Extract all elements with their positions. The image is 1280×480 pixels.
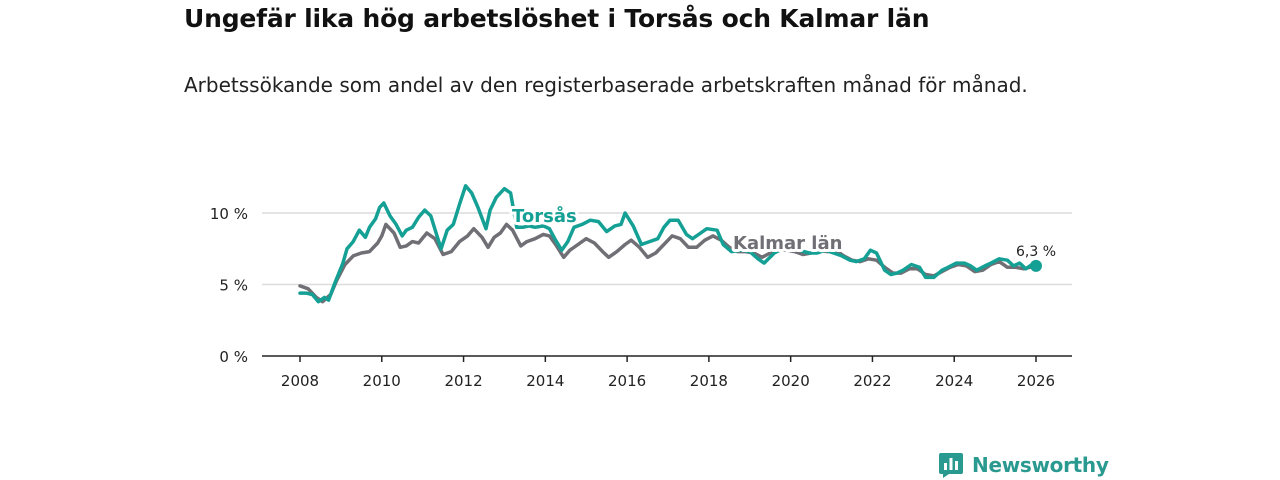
gridlines [262, 212, 1072, 286]
x-tick-label: 2016 [608, 372, 646, 390]
x-axis: 2008 2010 2012 2014 2016 2018 2020 2022 2024 2026 [262, 355, 1072, 390]
series-label-torsas: Torsås [512, 205, 577, 227]
y-tick-label: 0 % [219, 348, 248, 366]
series-line-kalmar-lan [298, 222, 1038, 304]
brand-name: Newsworthy [972, 453, 1109, 477]
series-line-torsas [298, 184, 1038, 304]
x-tick-label: 2014 [526, 372, 564, 390]
x-tick-label: 2024 [935, 372, 973, 390]
x-tick-label: 2010 [363, 372, 401, 390]
chart-bubble-icon [939, 453, 963, 478]
series-layer [298, 184, 1038, 304]
x-tick-label: 2018 [690, 372, 728, 390]
x-tick-label: 2012 [444, 372, 482, 390]
y-tick-label: 10 % [210, 205, 248, 223]
newsworthy-logo: Newsworthy [938, 450, 1109, 480]
x-tick-label: 2020 [772, 372, 810, 390]
end-value-label: 6,3 % [1016, 244, 1056, 260]
chart-subtitle: Arbetssökande som andel av den registerb… [184, 73, 1028, 97]
y-axis: 0 % 5 % 10 % [210, 205, 248, 366]
y-tick-label: 5 % [219, 277, 248, 295]
series-label-halo: Torsås [512, 205, 577, 227]
x-tick-label: 2022 [853, 372, 891, 390]
chart-title: Ungefär lika hög arbetslöshet i Torsås o… [184, 4, 930, 33]
x-tick-label: 2026 [1017, 372, 1055, 390]
x-tick-label: 2008 [281, 372, 319, 390]
end-point-marker [1030, 259, 1042, 272]
series-label-kalmar-lan: Kalmar län [733, 233, 842, 254]
series-label-halo: Kalmar län [733, 233, 842, 254]
